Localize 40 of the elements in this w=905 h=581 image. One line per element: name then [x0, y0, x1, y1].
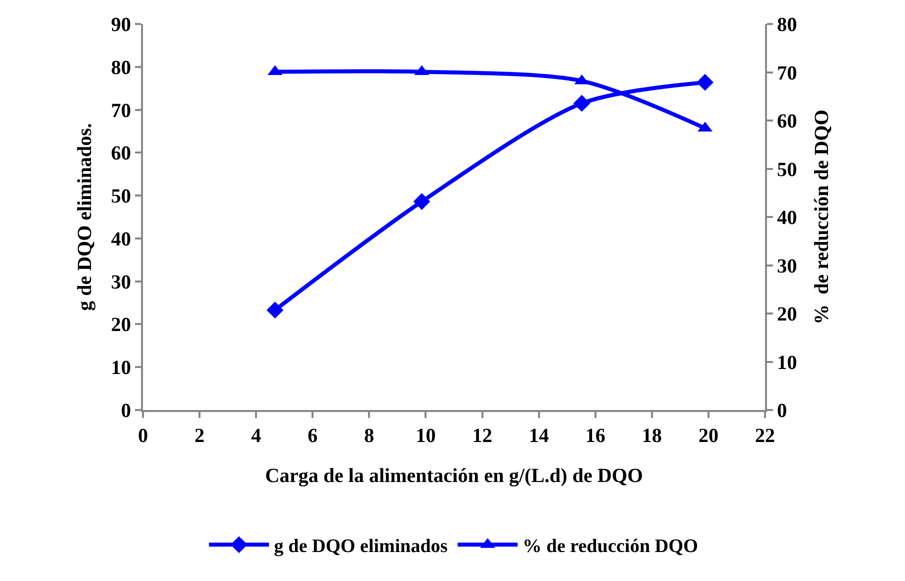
y2-tick-label: 70: [777, 62, 797, 84]
x-tick-label: 2: [194, 425, 205, 447]
x-tick-label: 16: [585, 425, 606, 447]
x-axis-title: Carga de la alimentación en g/(L.d) de DQO: [265, 465, 643, 487]
y-tick-label: 60: [111, 142, 131, 165]
x-tick-label: 0: [138, 425, 148, 447]
y2-tick-label: 30: [777, 255, 797, 278]
legend-label: g de DQO eliminados: [274, 536, 448, 558]
y2-tick-label: 60: [777, 110, 797, 132]
point: [266, 302, 284, 319]
y2-tick-label: 10: [777, 352, 797, 374]
y2-tick-label: 20: [777, 304, 797, 326]
x-tick-label: 22: [755, 425, 775, 447]
x-tick-label: 20: [698, 425, 718, 447]
legend-label: % de reducción DQO: [522, 536, 698, 558]
y2-tick-label: 80: [777, 14, 797, 36]
y-tick-label: 50: [111, 186, 131, 208]
x-tick-label: 6: [308, 425, 318, 447]
y2-axis-title: % de reducción de DQO: [811, 110, 833, 324]
y2-tick-label: 50: [777, 158, 797, 181]
y-tick-label: 90: [111, 14, 131, 36]
y-tick-label: 20: [111, 314, 131, 336]
x-tick-label: 18: [642, 425, 662, 447]
x-tick-label: 14: [528, 425, 549, 447]
y-tick-label: 10: [111, 357, 131, 380]
y2-tick-label: 40: [777, 207, 797, 229]
x-tick-label: 10: [416, 425, 436, 447]
x-tick-label: 12: [472, 425, 492, 447]
x-tick-label: 8: [364, 425, 374, 447]
y-tick-label: 40: [111, 228, 131, 250]
y-tick-label: 70: [111, 100, 131, 122]
point: [696, 74, 714, 91]
y-tick-label: 0: [121, 400, 131, 422]
y-axis-title: g de DQO eliminados.: [74, 123, 96, 311]
point: [413, 193, 430, 210]
y-tick-label: 30: [111, 271, 131, 294]
x-tick-label: 4: [251, 425, 262, 447]
y2-tick-label: 0: [777, 400, 787, 422]
point: [573, 94, 590, 112]
y-tick-label: 80: [111, 56, 131, 79]
